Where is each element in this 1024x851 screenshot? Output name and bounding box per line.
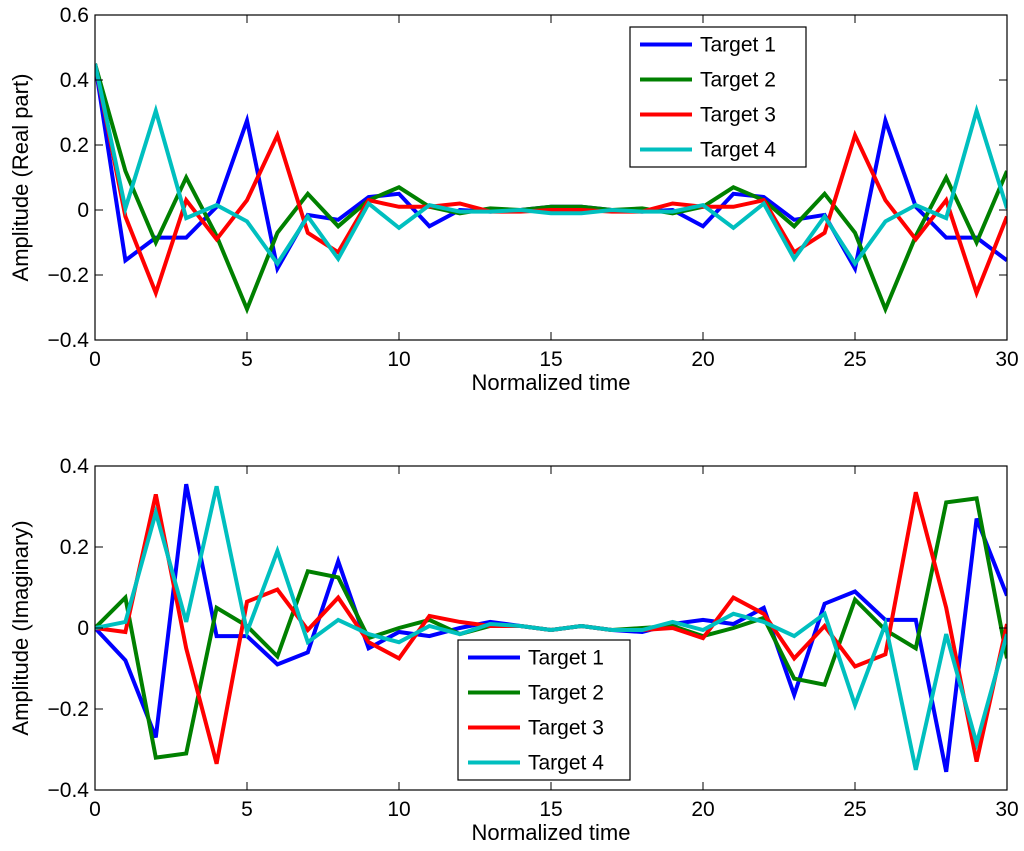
y-tick-label: 0 xyxy=(77,199,89,222)
legend-label: Target 4 xyxy=(528,752,604,775)
x-axis-label: Normalized time xyxy=(472,820,631,845)
legend-label: Target 2 xyxy=(700,69,776,92)
x-tick-label: 10 xyxy=(387,348,410,371)
legend-label: Target 4 xyxy=(700,139,776,162)
x-tick-label: 15 xyxy=(539,348,562,371)
x-tick-label: 10 xyxy=(387,798,410,821)
legend-label: Target 3 xyxy=(528,717,604,740)
legend-box xyxy=(457,639,631,781)
legend: Target 1 Target 2 Target 3 Target 4 xyxy=(629,26,807,168)
y-tick-label: −0.4 xyxy=(48,779,90,802)
x-tick-label: 0 xyxy=(89,348,101,371)
y-tick-label: −0.2 xyxy=(48,264,89,287)
series-line-target-2 xyxy=(95,63,1007,315)
legend-label: Target 1 xyxy=(700,34,776,57)
series-line-target-4 xyxy=(95,485,1007,771)
x-tick-label: 15 xyxy=(539,798,562,821)
y-tick-label: −0.4 xyxy=(48,329,90,352)
series-line-target-4 xyxy=(95,63,1007,268)
x-tick-label: 5 xyxy=(241,348,253,371)
x-axis-label: Normalized time xyxy=(472,370,631,395)
y-tick-label: 0.4 xyxy=(60,455,90,478)
y-tick-label: 0.4 xyxy=(60,69,90,92)
y-tick-label: 0.2 xyxy=(60,536,89,559)
x-tick-label: 20 xyxy=(691,798,714,821)
x-tick-label: 25 xyxy=(843,798,866,821)
x-tick-label: 25 xyxy=(843,348,866,371)
x-tick-label: 30 xyxy=(995,798,1018,821)
series-group xyxy=(95,483,1007,773)
legend-label: Target 1 xyxy=(528,647,604,670)
legend: Target 1 Target 2 Target 3 Target 4 xyxy=(457,639,631,781)
y-axis-label: Amplitude (Imaginary) xyxy=(8,520,33,735)
series-line-target-3 xyxy=(95,63,1007,299)
imaginary-part-chart: 0 5 10 15 20 25 30 −0.4 −0.2 0 0.2 0.4 Normalized ti… xyxy=(8,455,1019,845)
x-tick-label: 0 xyxy=(89,798,101,821)
y-tick-label: −0.2 xyxy=(48,698,89,721)
x-tick-label: 5 xyxy=(241,798,253,821)
series-group xyxy=(95,63,1007,315)
legend-label: Target 2 xyxy=(528,682,604,705)
real-part-chart: 0 5 10 15 20 25 30 −0.4 −0.2 0 0.2 0.4 0.6 Normalized… xyxy=(8,4,1019,395)
x-tick-label: 20 xyxy=(691,348,714,371)
legend-label: Target 3 xyxy=(700,104,776,127)
x-tick-label: 30 xyxy=(995,348,1018,371)
y-tick-label: 0.6 xyxy=(60,4,89,27)
legend-box xyxy=(629,26,807,168)
y-tick-label: 0 xyxy=(77,617,89,640)
y-axis-label: Amplitude (Real part) xyxy=(8,74,33,282)
y-tick-label: 0.2 xyxy=(60,134,89,157)
